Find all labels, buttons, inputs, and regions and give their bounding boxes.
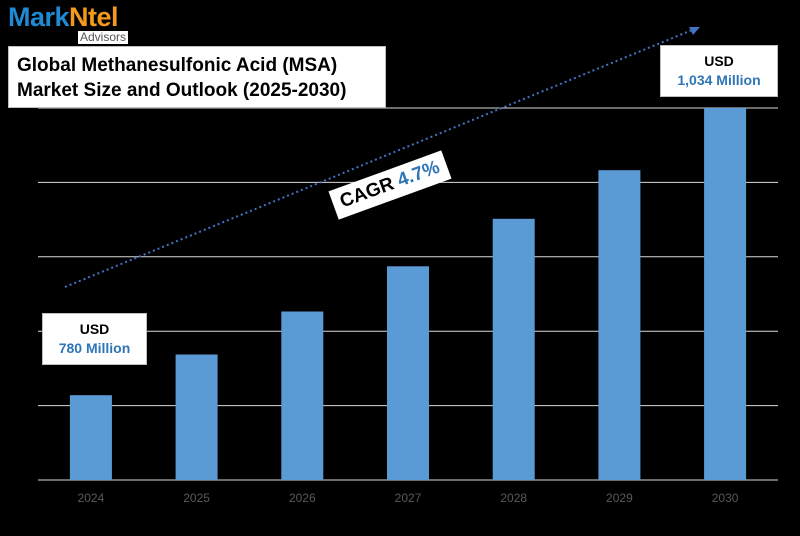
end-value-callout: USD 1,034 Million [660,45,778,97]
chart-title-line2: Market Size and Outlook (2025-2030) [17,80,347,101]
logo-brand-part2: Ntel [69,2,119,32]
bar-2028 [492,218,535,481]
start-amount: 780 Million [58,340,131,356]
cagr-trend-arrow [64,27,698,288]
chart-title-box: Global Methanesulfonic Acid (MSA) Market… [8,46,386,108]
x-tick-label: 2024 [78,491,105,505]
chart-title-line1: Global Methanesulfonic Acid (MSA) [17,55,338,76]
bar-2024 [69,395,112,480]
logo-brand-part1: Mark [8,2,70,32]
x-tick-label: 2029 [606,491,633,505]
x-axis-tick-labels: 2024 2025 2026 2027 2028 2029 2030 [78,491,739,505]
bars [69,108,747,481]
x-tick-label: 2030 [712,491,739,505]
bar-2027 [387,266,429,480]
bar-2026 [281,311,324,480]
end-currency: USD [704,53,734,69]
bar-2029 [598,170,641,480]
x-tick-label: 2025 [183,491,210,505]
bar-2025 [175,354,218,480]
arrow-head [689,27,700,35]
x-tick-label: 2026 [289,491,316,505]
start-currency: USD [79,321,110,337]
start-value-callout: USD 780 Million [42,313,147,365]
logo-subtitle: Advisors [78,30,129,44]
end-amount: 1,034 Million [677,72,761,88]
bar-2030 [704,108,747,480]
x-tick-label: 2027 [395,491,422,505]
marknel-logo: MarkNtel Advisors [8,2,132,46]
x-tick-label: 2028 [500,491,527,505]
